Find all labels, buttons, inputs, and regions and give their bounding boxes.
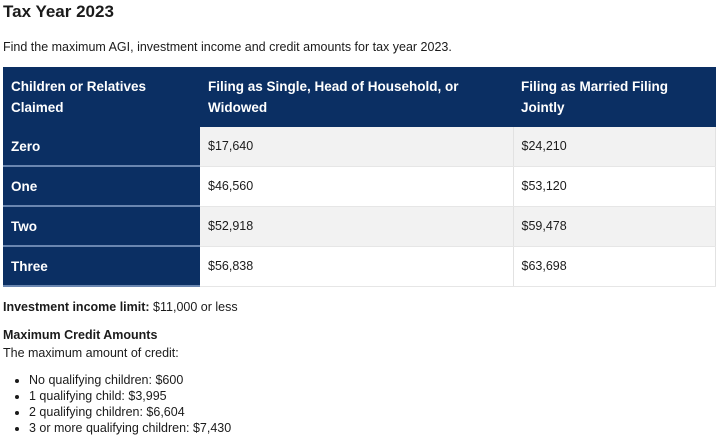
table-cell: $56,838 bbox=[200, 246, 514, 287]
column-header: Children or Relatives Claimed bbox=[3, 67, 200, 127]
table-row: Zero $17,640 $24,210 bbox=[3, 127, 716, 167]
max-credit-heading: Maximum Credit Amounts bbox=[3, 328, 158, 342]
table-row: Three $56,838 $63,698 bbox=[3, 246, 716, 287]
income-limits-table: Children or Relatives Claimed Filing as … bbox=[3, 67, 716, 287]
row-header: Three bbox=[3, 246, 200, 287]
list-item: 3 or more qualifying children: $7,430 bbox=[29, 420, 231, 436]
investment-label: Investment income limit: bbox=[3, 300, 150, 314]
table-cell: $63,698 bbox=[513, 246, 716, 287]
intro-text: Find the maximum AGI, investment income … bbox=[3, 40, 452, 54]
table-cell: $59,478 bbox=[513, 206, 716, 247]
table-row: Two $52,918 $59,478 bbox=[3, 206, 716, 247]
list-item: No qualifying children: $600 bbox=[29, 372, 231, 388]
column-header: Filing as Married Filing Jointly bbox=[513, 67, 716, 127]
table-cell: $53,120 bbox=[513, 166, 716, 207]
row-header: Two bbox=[3, 206, 200, 247]
table-row: One $46,560 $53,120 bbox=[3, 166, 716, 207]
table-header-row: Children or Relatives Claimed Filing as … bbox=[3, 67, 716, 127]
table-cell: $52,918 bbox=[200, 206, 514, 247]
table-cell: $46,560 bbox=[200, 166, 514, 207]
row-header: Zero bbox=[3, 127, 200, 167]
list-item: 2 qualifying children: $6,604 bbox=[29, 404, 231, 420]
max-credit-list: No qualifying children: $600 1 qualifyin… bbox=[3, 372, 231, 436]
table-cell: $24,210 bbox=[513, 127, 716, 167]
investment-value: $11,000 or less bbox=[153, 300, 238, 314]
page-title: Tax Year 2023 bbox=[3, 2, 114, 21]
row-header: One bbox=[3, 166, 200, 207]
table-cell: $17,640 bbox=[200, 127, 514, 167]
max-credit-subtitle: The maximum amount of credit: bbox=[3, 346, 179, 360]
investment-income-limit: Investment income limit: $11,000 or less bbox=[3, 300, 238, 314]
list-item: 1 qualifying child: $3,995 bbox=[29, 388, 231, 404]
column-header: Filing as Single, Head of Household, or … bbox=[200, 67, 513, 127]
